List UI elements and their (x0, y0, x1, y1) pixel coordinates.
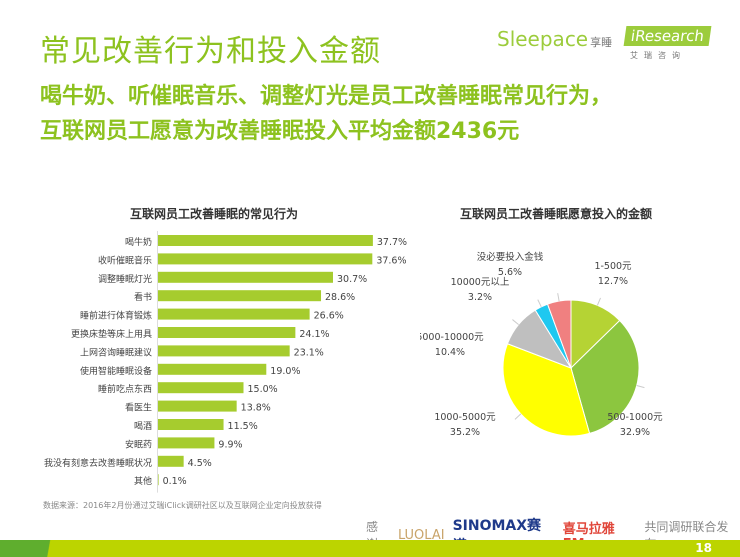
bar-category-label: 睡前吃点东西 (98, 383, 152, 395)
pie-slice-name: 500-1000元 (607, 412, 663, 423)
pie-leader-line (596, 297, 601, 306)
pie-slice-value: 5.6% (498, 267, 522, 278)
bar (158, 400, 237, 412)
bar (158, 382, 244, 394)
bar (158, 474, 159, 486)
subtitle-line-2: 互联网员工愿意为改善睡眠投入平均金额2436元 (40, 119, 520, 144)
bar (158, 455, 184, 467)
bar-category-label: 喝牛奶 (125, 236, 152, 248)
bar-value-label: 37.7% (377, 237, 407, 248)
bar-category-label: 更换床垫等床上用具 (71, 328, 152, 340)
bar (158, 345, 290, 357)
iresearch-logo: iResearch (623, 26, 712, 46)
luolai-logo: LUOLAI (397, 527, 445, 543)
bar-value-label: 30.7% (337, 274, 367, 285)
bar-category-label: 安眠药 (125, 438, 152, 450)
bar-value-label: 11.5% (228, 421, 258, 432)
pie-slice-value: 12.7% (598, 276, 628, 287)
pie-slice-value: 3.2% (468, 292, 492, 303)
pie-slice-name: 没必要投入金钱 (477, 251, 544, 263)
bar-value-label: 28.6% (325, 292, 355, 303)
bar-category-label: 看医生 (125, 402, 152, 414)
bar-chart: 喝牛奶 37.7% 收听催眠音乐 37.6% 调整睡眠灯光 30.7% 看书 28.6% 睡前进… (44, 231, 407, 493)
bar (158, 363, 267, 375)
bar-value-label: 0.1% (163, 476, 187, 487)
pie-slice-name: 10000元以上 (451, 277, 510, 288)
bar-value-label: 15.0% (248, 384, 278, 395)
bar-value-label: 4.5% (188, 458, 212, 469)
iresearch-logo-cn: 艾瑞咨询 (630, 51, 686, 60)
footer-accent (0, 540, 80, 557)
bar-value-label: 24.1% (299, 329, 329, 340)
sleepace-logo-text: Sleepace (497, 27, 589, 51)
page-title: 常见改善行为和投入金额 (40, 34, 381, 69)
bar-category-label: 我没有刻意去改善睡眠状况 (44, 457, 152, 469)
bar-value-label: 37.6% (376, 255, 406, 266)
pie-slice-name: 1-500元 (594, 261, 632, 272)
bar-value-label: 26.6% (314, 311, 344, 322)
bar-value-label: 19.0% (270, 366, 300, 377)
bar-value-label: 13.8% (241, 403, 271, 414)
bar (158, 308, 310, 320)
bar-category-label: 看书 (134, 291, 152, 303)
bar-category-label: 其他 (134, 475, 152, 487)
data-source-note: 数据来源：2016年2月份通过艾瑞iClick调研社区以及互联网企业定向投放获得 (43, 501, 322, 510)
page-number: 18 (695, 541, 712, 555)
bar (158, 437, 215, 449)
pie-slice-name: 1000-5000元 (434, 412, 496, 423)
pie-leader-line (537, 299, 542, 308)
sleepace-logo: Sleepace 享睡 (497, 27, 612, 51)
pie-chart: 1-500元 12.7% 500-1000元 32.9% 1000-5000元 35.2%… (420, 251, 663, 438)
bar-category-label: 上网咨询睡眠建议 (80, 346, 152, 358)
pie-slice-value: 32.9% (620, 427, 650, 438)
bar (158, 290, 322, 302)
bar (158, 253, 373, 265)
pie-leader-line (636, 385, 645, 389)
pie-slice-value: 10.4% (435, 347, 465, 358)
bar-value-label: 23.1% (294, 347, 324, 358)
pie-slice-name: 5000-10000元 (420, 332, 484, 343)
subtitle-line-1: 喝牛奶、听催眠音乐、调整灯光是员工改善睡眠常见行为， (40, 84, 613, 109)
bar (158, 419, 224, 430)
bar-category-label: 使用智能睡眠设备 (80, 365, 152, 377)
bar-category-label: 喝酒 (134, 421, 152, 432)
pie-slice (570, 319, 640, 435)
bar-category-label: 睡前进行体育锻炼 (80, 310, 152, 322)
pie-leader-line (514, 413, 522, 420)
pie-leader-line (512, 319, 519, 326)
bar (158, 271, 333, 283)
bar-value-label: 9.9% (218, 439, 242, 450)
pie-slice-value: 35.2% (450, 427, 480, 438)
footer-bar (0, 540, 740, 557)
bar-category-label: 收听催眠音乐 (98, 254, 152, 266)
pie-chart-title: 互联网员工改善睡眠愿意投入的金额 (460, 207, 653, 221)
bar-chart-title: 互联网员工改善睡眠的常见行为 (130, 207, 299, 221)
pie-leader-line (557, 293, 560, 302)
bar (158, 235, 373, 246)
sleepace-logo-cn: 享睡 (590, 36, 613, 49)
bar (158, 327, 296, 338)
bar-category-label: 调整睡眠灯光 (98, 273, 152, 285)
